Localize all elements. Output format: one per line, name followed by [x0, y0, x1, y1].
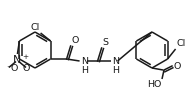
Text: N: N — [82, 56, 89, 66]
Text: H: H — [113, 66, 120, 75]
Text: H: H — [82, 66, 89, 75]
Text: S: S — [103, 38, 109, 47]
Text: Cl: Cl — [30, 23, 40, 32]
Text: +: + — [22, 54, 28, 60]
Text: ⁻O: ⁻O — [6, 64, 19, 73]
Text: N: N — [13, 55, 22, 65]
Text: O: O — [173, 61, 180, 70]
Text: HO: HO — [147, 80, 161, 89]
Text: O: O — [72, 36, 79, 45]
Text: Cl: Cl — [177, 39, 186, 48]
Text: N: N — [113, 56, 120, 66]
Text: O: O — [22, 64, 30, 73]
